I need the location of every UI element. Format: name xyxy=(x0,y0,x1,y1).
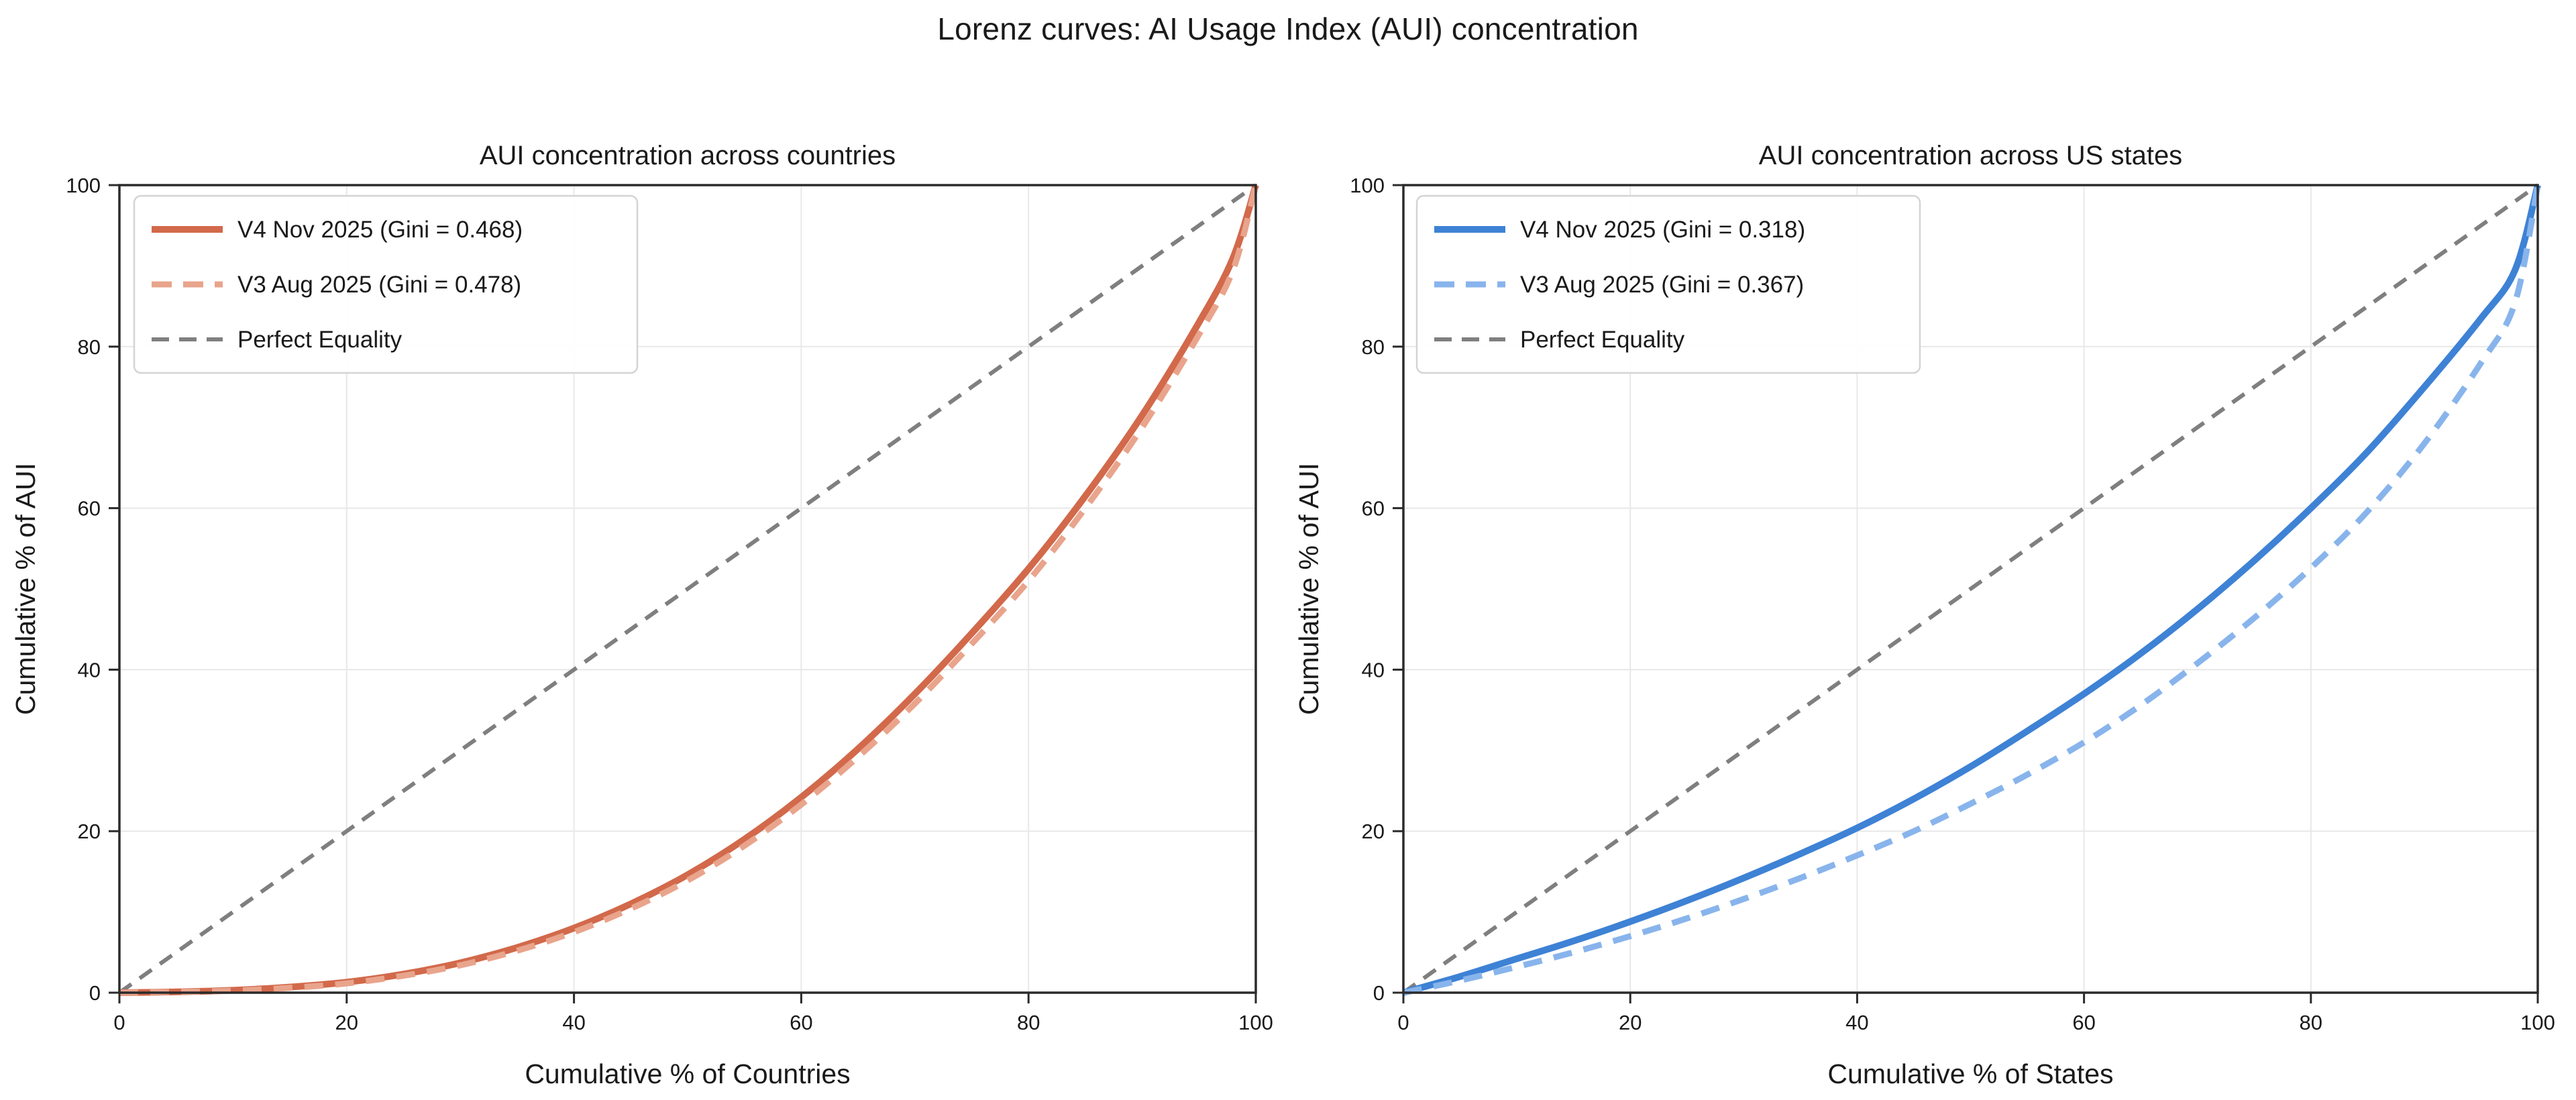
y-tick-label: 0 xyxy=(1373,981,1385,1005)
plot-border xyxy=(1402,184,2539,994)
x-tick-label: 40 xyxy=(1845,1011,1868,1034)
y-axis: 0 20 40 60 80 100 xyxy=(66,174,119,1005)
y-tick-label: 80 xyxy=(78,335,101,359)
subplot-title: AUI concentration across US states xyxy=(1759,141,2182,170)
legend-label: Perfect Equality xyxy=(1520,327,1685,353)
x-axis: 0 20 40 60 80 100 xyxy=(1397,993,2555,1034)
legend: V4 Nov 2025 (Gini = 0.318) V3 Aug 2025 (G… xyxy=(1415,195,1921,374)
y-tick-label: 20 xyxy=(1362,820,1385,843)
v4-curve xyxy=(1403,184,2541,996)
figure-title: Lorenz curves: AI Usage Index (AUI) conc… xyxy=(937,11,1639,46)
x-tick-label: 0 xyxy=(1397,1011,1409,1034)
x-tick-label: 80 xyxy=(1017,1011,1040,1034)
x-tick-label: 100 xyxy=(2520,1011,2555,1034)
legend-label: V4 Nov 2025 (Gini = 0.318) xyxy=(1520,217,1805,243)
y-tick-label: 100 xyxy=(66,174,101,197)
x-tick-label: 80 xyxy=(2300,1011,2322,1034)
legend-label: V3 Aug 2025 (Gini = 0.367) xyxy=(1520,272,1804,298)
y-tick-label: 60 xyxy=(78,497,101,520)
x-tick-label: 20 xyxy=(335,1011,358,1034)
plot-border xyxy=(118,184,1257,994)
x-axis: 0 20 40 60 80 100 xyxy=(113,993,1273,1034)
chart-countries: 0 20 40 60 80 100 0 20 40 60 80 100 AUI concentratio… xyxy=(10,141,1273,1089)
x-tick-label: 60 xyxy=(790,1011,812,1034)
x-axis-label: Cumulative % of Countries xyxy=(525,1058,850,1089)
legend: V4 Nov 2025 (Gini = 0.468) V3 Aug 2025 (G… xyxy=(133,195,639,374)
legend-box xyxy=(1415,195,1921,374)
y-tick-label: 20 xyxy=(78,820,101,843)
x-axis-label: Cumulative % of States xyxy=(1827,1058,2113,1089)
legend-label: V3 Aug 2025 (Gini = 0.478) xyxy=(237,272,521,298)
chart-us-states: 0 20 40 60 80 100 0 20 40 60 80 100 AUI concentratio… xyxy=(1293,141,2555,1089)
y-tick-label: 40 xyxy=(1362,658,1385,681)
y-axis: 0 20 40 60 80 100 xyxy=(1350,174,1403,1005)
subplot-title: AUI concentration across countries xyxy=(480,141,896,170)
legend-label: Perfect Equality xyxy=(237,327,402,353)
v3-curve xyxy=(1402,183,2539,995)
y-axis-label: Cumulative % of AUI xyxy=(1293,463,1324,715)
x-tick-label: 100 xyxy=(1238,1011,1273,1034)
equality-line xyxy=(119,184,1259,996)
y-tick-label: 60 xyxy=(1362,497,1385,520)
x-tick-label: 60 xyxy=(2072,1011,2095,1034)
x-tick-label: 20 xyxy=(1619,1011,1642,1034)
y-tick-label: 0 xyxy=(89,981,101,1005)
y-tick-label: 80 xyxy=(1362,335,1385,359)
legend-box xyxy=(133,195,639,374)
v3-curve xyxy=(118,183,1257,995)
x-tick-label: 40 xyxy=(562,1011,585,1034)
y-axis-label: Cumulative % of AUI xyxy=(10,463,41,715)
y-tick-label: 40 xyxy=(78,658,101,681)
legend-label: V4 Nov 2025 (Gini = 0.468) xyxy=(237,217,523,243)
equality-line xyxy=(1402,184,2541,996)
x-tick-label: 0 xyxy=(113,1011,125,1034)
y-tick-label: 100 xyxy=(1350,174,1385,197)
v4-curve xyxy=(119,184,1259,996)
